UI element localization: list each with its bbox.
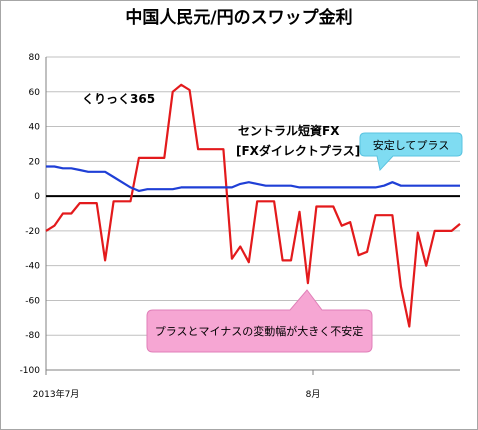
central-series-line <box>46 165 460 192</box>
y-tick-label: -80 <box>25 331 40 341</box>
y-tick-label: -100 <box>20 366 41 376</box>
chart-title: 中国人民元/円のスワップ金利 <box>125 7 352 28</box>
y-tick-label: -60 <box>25 296 40 306</box>
y-tick-label: 40 <box>29 123 41 133</box>
kurikku-series-label: くりっく365 <box>82 92 155 106</box>
central-series-label-line1: セントラル短資FX <box>238 123 340 138</box>
unstable-callout-bubble <box>146 289 373 353</box>
central-series-label-line2: [FXダイレクトプラス] <box>236 143 360 158</box>
y-tick-label: -20 <box>25 227 40 237</box>
x-tick-label: 8月 <box>306 389 321 400</box>
y-tick-label: 60 <box>29 88 41 98</box>
axis-layer: -100 -80 -60 -40 -20 0 20 40 60 80 2013年7月 8月 <box>20 53 460 400</box>
y-tick-label: 0 <box>34 192 40 202</box>
stable-callout-bubble <box>359 132 463 172</box>
unstable-callout-text: プラスとマイナスの変動幅が大きく不安定 <box>155 324 364 338</box>
x-tick-label: 2013年7月 <box>33 388 80 400</box>
y-tick-label: -40 <box>25 262 40 272</box>
stable-callout: 安定してプラス <box>359 132 463 172</box>
unstable-callout: プラスとマイナスの変動幅が大きく不安定 <box>146 289 373 353</box>
y-tick-label: 80 <box>29 53 41 63</box>
y-tick-label: 20 <box>29 157 41 167</box>
series-layer <box>45 83 461 328</box>
stable-callout-text: 安定してプラス <box>373 138 449 152</box>
kurikku-series-line <box>45 83 461 328</box>
